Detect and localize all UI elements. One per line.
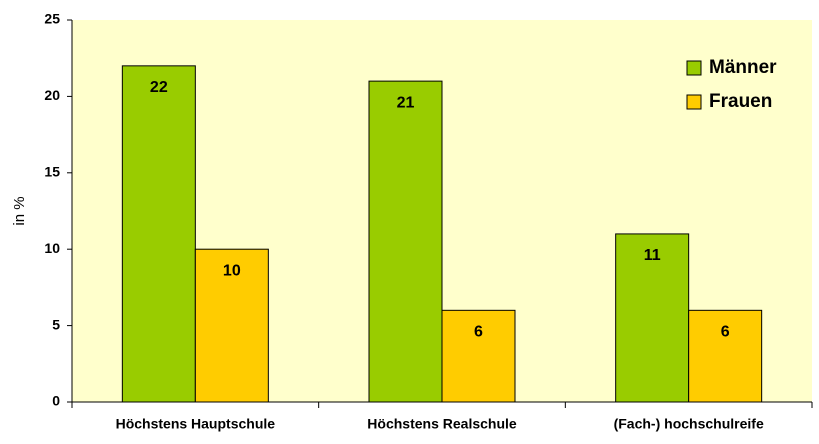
x-tick-label: (Fach-) hochschulreife	[614, 416, 764, 432]
bar	[368, 80, 443, 403]
data-label: 10	[223, 262, 241, 279]
y-tick-label: 10	[44, 240, 60, 256]
y-tick-label: 25	[44, 11, 60, 27]
legend-label: Frauen	[709, 91, 772, 112]
data-label: 22	[150, 79, 168, 96]
bar	[121, 65, 196, 403]
y-tick-label: 5	[52, 316, 60, 332]
bar	[194, 248, 269, 403]
legend-label: Männer	[709, 57, 777, 78]
data-label: 6	[474, 324, 483, 341]
y-tick-label: 15	[44, 164, 60, 180]
data-label: 21	[397, 94, 415, 111]
data-label: 6	[721, 324, 730, 341]
data-label: 11	[644, 247, 661, 264]
legend-swatch	[686, 60, 702, 76]
y-tick-label: 0	[52, 393, 60, 409]
y-tick-label: 20	[44, 87, 60, 103]
x-tick-label: Höchstens Realschule	[367, 416, 517, 432]
legend-swatch	[686, 94, 702, 110]
x-tick-label: Höchstens Hauptschule	[116, 416, 276, 432]
y-axis-label: in %	[11, 196, 28, 225]
